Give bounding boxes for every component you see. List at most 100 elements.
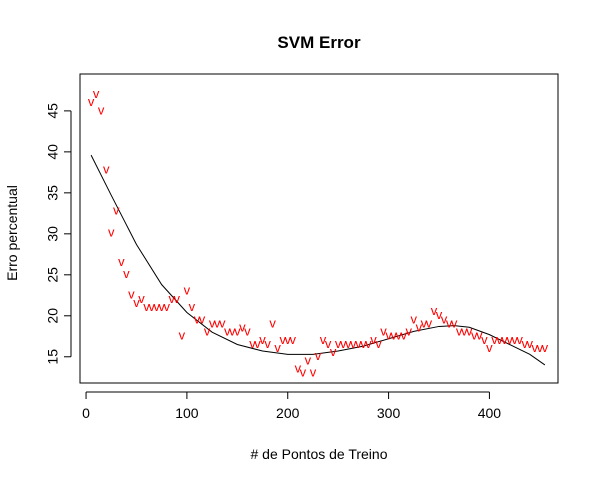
chart-title: SVM Error (277, 33, 361, 52)
data-point-marker: v (93, 86, 100, 101)
data-point-marker: v (476, 328, 483, 343)
data-point-marker: v (335, 336, 342, 351)
data-point-marker: v (330, 344, 337, 359)
data-point-marker: v (118, 254, 125, 269)
data-point-marker: v (295, 361, 302, 376)
data-point-marker: v (279, 332, 286, 347)
data-point-marker: v (305, 352, 312, 367)
data-point-marker: v (365, 336, 372, 351)
data-point-marker: v (340, 336, 347, 351)
data-point-marker: v (113, 202, 120, 217)
data-point-marker: v (254, 336, 261, 351)
data-point-marker: v (496, 332, 503, 347)
data-point-marker: v (184, 283, 191, 298)
data-point-marker: v (315, 348, 322, 363)
data-point-marker: v (400, 328, 407, 343)
data-point-marker: v (143, 299, 150, 314)
data-point-marker: v (395, 328, 402, 343)
y-axis-label: Erro percentual (4, 185, 20, 281)
data-point-marker: v (234, 324, 241, 339)
data-point-marker: v (264, 336, 271, 351)
data-point-marker: v (380, 324, 387, 339)
y-tick-label: 25 (45, 267, 61, 283)
data-point-marker: v (355, 336, 362, 351)
y-tick-label: 35 (45, 185, 61, 201)
data-point-marker: v (310, 365, 317, 380)
data-point-marker: v (451, 315, 458, 330)
data-point-marker: v (194, 311, 201, 326)
data-point-marker: v (461, 324, 468, 339)
data-point-marker: v (527, 336, 534, 351)
data-point-marker: v (153, 299, 160, 314)
data-point-marker: v (224, 324, 231, 339)
data-points-layer: vvvvvvvvvvvvvvvvvvvvvvvvvvvvvvvvvvvvvvvv… (88, 86, 549, 380)
data-point-marker: v (542, 340, 549, 355)
data-point-marker: v (123, 266, 130, 281)
data-point-marker: v (506, 332, 513, 347)
data-point-marker: v (239, 320, 246, 335)
data-point-marker: v (158, 299, 165, 314)
data-point-marker: v (259, 332, 266, 347)
x-axis-label: # de Pontos de Treino (251, 446, 388, 462)
x-tick-label: 300 (377, 405, 401, 421)
y-tick-label: 45 (45, 103, 61, 119)
data-point-marker: v (169, 291, 176, 306)
data-point-marker: v (138, 291, 145, 306)
data-point-marker: v (174, 291, 181, 306)
data-point-marker: v (219, 315, 226, 330)
data-point-marker: v (532, 340, 539, 355)
data-point-marker: v (244, 324, 251, 339)
data-point-marker: v (385, 328, 392, 343)
data-point-marker: v (214, 315, 221, 330)
data-point-marker: v (345, 336, 352, 351)
data-point-marker: v (249, 336, 256, 351)
data-point-marker: v (521, 336, 528, 351)
data-point-marker: v (163, 299, 170, 314)
data-point-marker: v (189, 299, 196, 314)
data-point-marker: v (103, 161, 110, 176)
data-point-marker: v (98, 102, 105, 117)
data-point-marker: v (411, 311, 418, 326)
data-point-marker: v (204, 324, 211, 339)
data-point-marker: v (133, 295, 140, 310)
x-tick-label: 100 (175, 405, 199, 421)
data-point-marker: v (320, 332, 327, 347)
data-point-marker: v (501, 332, 508, 347)
fit-curve-layer (90, 154, 546, 366)
data-point-marker: v (431, 303, 438, 318)
data-point-marker: v (229, 324, 236, 339)
data-point-marker: v (466, 324, 473, 339)
data-point-marker: v (406, 324, 413, 339)
data-point-marker: v (375, 336, 382, 351)
data-point-marker: v (370, 332, 377, 347)
data-point-marker: v (108, 224, 115, 239)
y-tick-label: 40 (45, 144, 61, 160)
data-point-marker: v (179, 328, 186, 343)
data-point-marker: v (290, 332, 297, 347)
data-point-marker: v (516, 332, 523, 347)
data-point-marker: v (390, 328, 397, 343)
y-axis: 15 20 25 30 35 40 45 (45, 103, 72, 365)
data-point-marker: v (537, 340, 544, 355)
data-point-marker: v (274, 340, 281, 355)
y-tick-label: 20 (45, 308, 61, 324)
data-point-marker: v (436, 307, 443, 322)
data-point-marker: v (416, 320, 423, 335)
data-point-marker: v (481, 332, 488, 347)
y-tick-label: 15 (45, 349, 61, 365)
x-axis: 0 100 200 300 400 (82, 391, 501, 421)
data-point-marker: v (284, 332, 291, 347)
data-point-marker: v (471, 328, 478, 343)
data-point-marker: v (446, 315, 453, 330)
data-point-marker: v (426, 315, 433, 330)
data-point-marker: v (325, 336, 332, 351)
fit-curve (90, 154, 546, 366)
data-point-marker: v (441, 311, 448, 326)
data-point-marker: v (491, 332, 498, 347)
plot-area-frame (79, 73, 559, 384)
data-point-marker: v (148, 299, 155, 314)
data-point-marker: v (128, 287, 135, 302)
data-point-marker: v (300, 365, 307, 380)
data-point-marker: v (486, 340, 493, 355)
